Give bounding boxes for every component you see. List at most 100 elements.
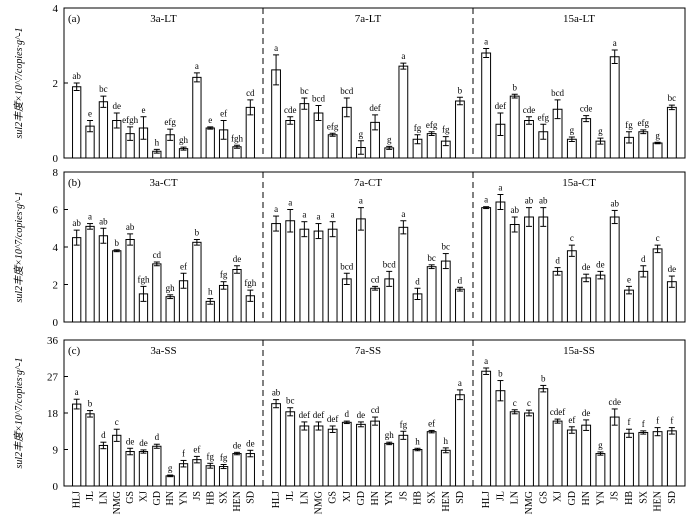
x-tick-label: HN <box>581 491 592 505</box>
significance-label: ab <box>272 388 281 398</box>
significance-label: de <box>357 410 366 420</box>
bar <box>205 465 215 487</box>
x-tick-label: HEN <box>441 491 452 512</box>
significance-label: ab <box>72 71 81 81</box>
group-title: 3a-SS <box>150 345 176 357</box>
y-tick-label: 0 <box>53 153 59 165</box>
bar <box>652 248 663 323</box>
bar <box>398 226 409 323</box>
significance-label: def <box>369 103 381 113</box>
y-tick-label: 27 <box>47 372 59 384</box>
y-tick-label: 2 <box>53 280 59 292</box>
bar <box>455 288 465 323</box>
group-title: 15a-LT <box>563 13 595 25</box>
significance-label: bc <box>300 86 309 96</box>
significance-label: c <box>115 417 119 427</box>
group-title: 7a-CT <box>354 177 382 189</box>
bar <box>327 428 338 487</box>
x-tick-label: GD <box>356 491 367 505</box>
bar <box>285 120 296 159</box>
significance-label: a <box>401 51 405 61</box>
x-tick-label: LN <box>510 491 521 504</box>
panel-label: (c) <box>68 345 81 357</box>
significance-label: fgh <box>137 274 149 284</box>
significance-label: d <box>101 430 106 440</box>
bar <box>192 76 202 159</box>
bar <box>85 225 95 323</box>
significance-label: d <box>458 275 463 285</box>
significance-label: b <box>498 369 503 379</box>
significance-label: fg <box>220 270 228 280</box>
bar <box>455 100 465 159</box>
bar <box>581 118 592 159</box>
significance-label: cd <box>153 250 162 260</box>
significance-label: d <box>555 256 560 266</box>
significance-label: ab <box>126 222 135 232</box>
bar <box>581 424 592 487</box>
significance-label: ef <box>193 444 200 454</box>
bar <box>509 95 520 159</box>
bar <box>595 453 606 487</box>
bar <box>152 263 162 323</box>
significance-label: de <box>596 259 605 269</box>
x-tick-label: GS <box>538 491 549 504</box>
bar <box>666 430 677 487</box>
bar <box>125 451 135 487</box>
significance-label: fgh <box>231 133 243 143</box>
bar <box>481 52 492 159</box>
x-tick-label: HB <box>624 491 635 505</box>
x-tick-label: HEN <box>653 491 664 512</box>
x-tick-label: GS <box>125 491 136 504</box>
significance-label: de <box>582 408 591 418</box>
bar <box>538 388 549 487</box>
x-tick-label: XJ <box>553 491 564 502</box>
significance-label: cde <box>284 105 297 115</box>
bar <box>440 260 451 323</box>
y-tick-label: 0 <box>53 317 59 329</box>
significance-label: cd <box>371 274 380 284</box>
bar <box>384 442 395 487</box>
bar <box>341 421 352 487</box>
bar <box>285 220 296 323</box>
significance-label: ef <box>220 109 227 119</box>
bar <box>595 274 606 323</box>
x-tick-label: YN <box>384 491 395 505</box>
significance-label: h <box>444 436 449 446</box>
bar <box>112 250 122 323</box>
significance-label: cd <box>371 405 380 415</box>
significance-label: def <box>327 414 339 424</box>
x-tick-label: HB <box>413 491 424 505</box>
bar <box>327 134 338 159</box>
significance-label: a <box>331 210 335 220</box>
significance-label: fg <box>220 453 228 463</box>
group-title: 7a-SS <box>355 345 381 357</box>
significance-label: ab <box>510 205 519 215</box>
significance-label: e <box>627 274 631 284</box>
significance-label: def <box>313 410 325 420</box>
significance-label: b <box>88 399 93 409</box>
significance-label: bcd <box>551 88 564 98</box>
bar <box>509 224 520 323</box>
significance-label: cde <box>580 104 593 114</box>
significance-label: a <box>317 212 321 222</box>
bar <box>192 241 202 323</box>
significance-label: de <box>113 101 122 111</box>
significance-label: ef <box>180 261 187 271</box>
y-tick-label: 2 <box>53 78 59 90</box>
bar <box>426 266 437 323</box>
x-tick-label: JL <box>285 491 296 501</box>
bar <box>125 239 135 323</box>
bar <box>524 216 534 323</box>
y-tick-label: 4 <box>53 242 59 254</box>
significance-label: de <box>582 262 591 272</box>
significance-label: de <box>126 436 135 446</box>
bar <box>552 270 563 323</box>
significance-label: d <box>415 276 420 286</box>
bar <box>356 423 366 487</box>
bar <box>232 453 242 487</box>
bar <box>72 86 82 159</box>
significance-label: de <box>233 440 242 450</box>
significance-label: a <box>484 356 488 366</box>
bar <box>370 420 380 487</box>
